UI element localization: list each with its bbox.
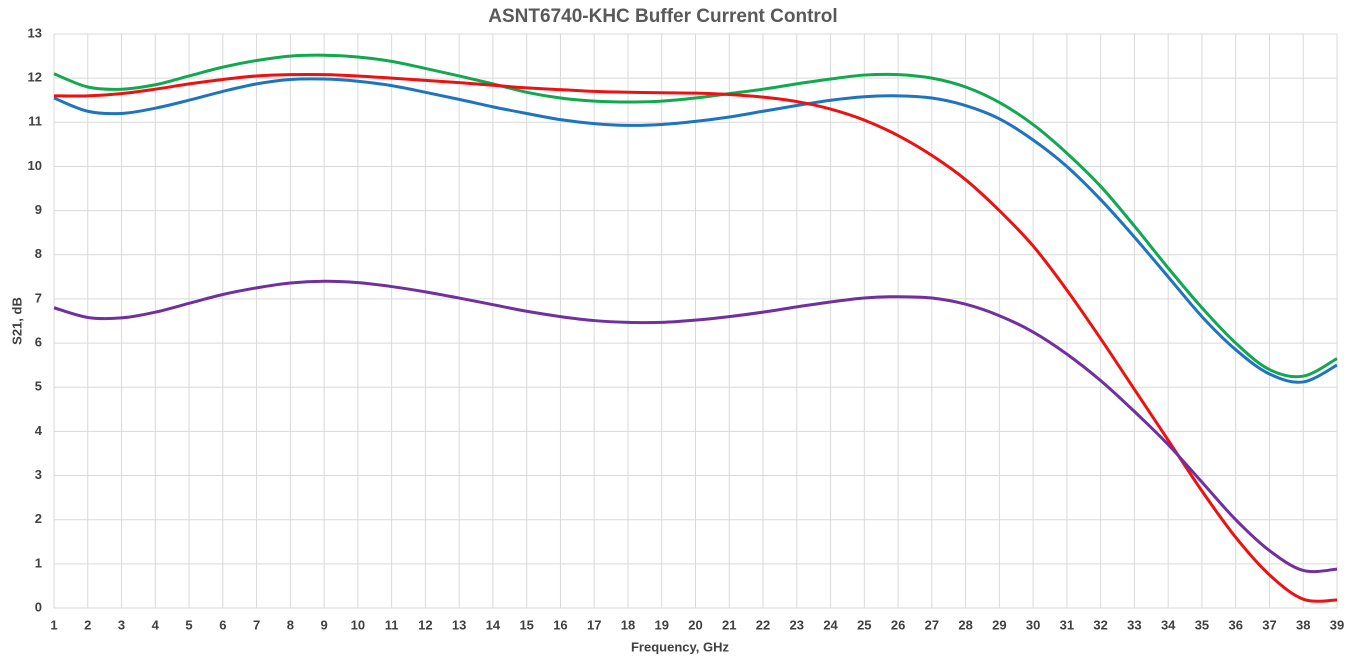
x-tick-label: 28 [958,617,972,632]
y-tick-label: 13 [28,25,42,40]
x-tick-label: 11 [385,617,399,632]
x-tick-label: 13 [452,617,466,632]
x-tick-label: 29 [992,617,1006,632]
x-tick-label: 27 [925,617,939,632]
x-tick-label: 18 [621,617,635,632]
x-tick-label: 33 [1127,617,1141,632]
x-tick-label: 9 [320,617,327,632]
y-tick-label: 1 [35,555,42,570]
y-tick-label: 9 [35,202,42,217]
x-tick-label: 19 [655,617,669,632]
x-tick-label: 15 [519,617,533,632]
x-tick-label: 38 [1296,617,1310,632]
series-line [53,279,1338,574]
x-tick-label: 36 [1228,617,1242,632]
x-tick-label: 37 [1262,617,1276,632]
y-tick-label: 4 [35,423,43,438]
series-line [53,53,1338,379]
x-tick-label: 14 [486,617,501,632]
x-tick-label: 21 [722,617,736,632]
x-axis-label: Frequency, GHz [631,639,730,654]
x-tick-label: 32 [1093,617,1107,632]
x-tick-label: 39 [1330,617,1344,632]
y-tick-label: 12 [28,70,42,85]
x-tick-label: 17 [587,617,601,632]
x-tick-label: 8 [287,617,294,632]
y-tick-label: 8 [35,246,42,261]
x-tick-label: 4 [152,617,160,632]
y-tick-label: 3 [35,467,42,482]
x-tick-label: 20 [688,617,702,632]
y-tick-label: 6 [35,335,42,350]
x-tick-label: 5 [185,617,192,632]
y-tick-label: 11 [28,114,42,129]
x-tick-label: 31 [1060,617,1074,632]
x-tick-label: 7 [253,617,260,632]
x-tick-label: 2 [84,617,91,632]
x-tick-label: 12 [418,617,432,632]
x-tick-label: 23 [790,617,804,632]
x-tick-label: 3 [118,617,125,632]
y-tick-label: 10 [28,158,42,173]
x-tick-label: 35 [1195,617,1209,632]
y-axis-label: S21, dB [9,297,24,345]
x-tick-label: 26 [891,617,905,632]
x-tick-label: 10 [351,617,365,632]
x-tick-label: 6 [219,617,226,632]
x-tick-label: 1 [50,617,57,632]
x-tick-label: 30 [1026,617,1040,632]
x-tick-label: 24 [823,617,838,632]
chart-title: ASNT6740-KHC Buffer Current Control [488,6,837,27]
x-tick-label: 22 [756,617,770,632]
y-tick-label: 5 [35,379,42,394]
x-tick-label: 16 [553,617,567,632]
series-line [53,72,1338,603]
x-tick-label: 34 [1161,617,1176,632]
x-tick-label: 25 [857,617,871,632]
y-tick-label: 2 [35,511,42,526]
series-line [53,77,1338,384]
y-tick-label: 0 [35,599,42,614]
y-tick-label: 7 [35,290,42,305]
